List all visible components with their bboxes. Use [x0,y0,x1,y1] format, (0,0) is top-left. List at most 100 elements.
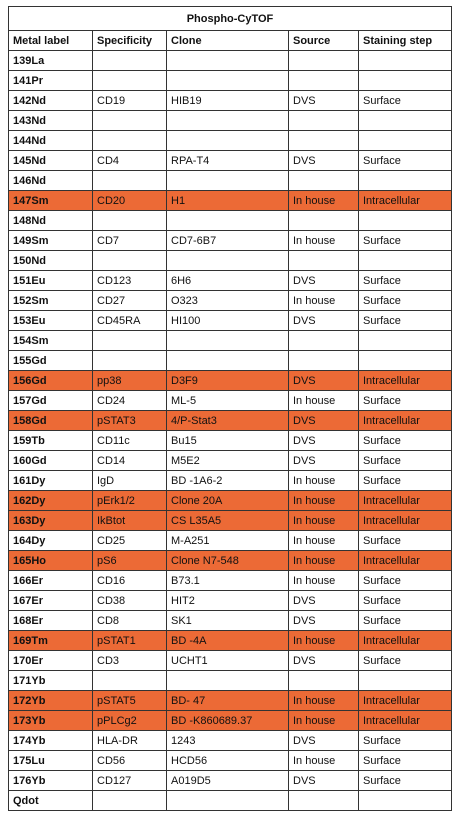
table-cell: DVS [288,310,359,331]
table-cell: In house [288,390,359,411]
table-row: 154Sm [8,330,452,351]
metal-label: 158Gd [8,410,93,431]
table-cell [358,130,452,151]
table-cell: CD14 [92,450,167,471]
table-cell: In house [288,290,359,311]
table-cell: In house [288,510,359,531]
metal-label: 160Gd [8,450,93,471]
table-cell: DVS [288,730,359,751]
table-row: 164Dy CD25 M-A251 In house Surface [8,530,452,551]
table-cell: HI100 [166,310,289,331]
table-cell: pSTAT1 [92,630,167,651]
table-cell: DVS [288,450,359,471]
metal-label: 150Nd [8,250,93,271]
table-cell: ML-5 [166,390,289,411]
table-cell: H1 [166,190,289,211]
table-row: 167Er CD38 HIT2 DVS Surface [8,590,452,611]
table-cell: Surface [358,470,452,491]
table-row: 163Dy IkBtot CS L35A5 In house Intracellular [8,510,452,531]
table-cell: RPA-T4 [166,150,289,171]
column-header: Clone [166,30,289,51]
table-cell [358,670,452,691]
table-cell: DVS [288,430,359,451]
column-header: Staining step [358,30,452,51]
table-cell [92,50,167,71]
table-cell: DVS [288,650,359,671]
metal-label: 147Sm [8,190,93,211]
table-cell: Intracellular [358,690,452,711]
table-cell: Surface [358,590,452,611]
table-cell: HCD56 [166,750,289,771]
table-cell: UCHT1 [166,650,289,671]
table-cell: SK1 [166,610,289,631]
table-cell [166,50,289,71]
table-cell: IgD [92,470,167,491]
table-row: 150Nd [8,250,452,271]
table-cell: Surface [358,770,452,791]
table-cell: Clone N7-548 [166,550,289,571]
table-cell: CD45RA [92,310,167,331]
table-cell [166,70,289,91]
table-cell [92,170,167,191]
table-cell: Surface [358,290,452,311]
table-row: 158Gd pSTAT3 4/P-Stat3 DVS Intracellular [8,410,452,431]
table-cell [358,790,452,811]
metal-label: 141Pr [8,70,93,91]
table-cell: In house [288,710,359,731]
table-cell [166,110,289,131]
table-cell [166,670,289,691]
table-row: 168Er CD8 SK1 DVS Surface [8,610,452,631]
metal-label: 139La [8,50,93,71]
table-cell [358,210,452,231]
table-cell [92,110,167,131]
table-cell: Surface [358,530,452,551]
table-cell: CD16 [92,570,167,591]
table-row: 155Gd [8,350,452,371]
metal-label: 166Er [8,570,93,591]
table-row: 139La [8,50,452,71]
title-row: Phospho-CyTOF [8,6,452,31]
table-body: 139La 141Pr 142Nd CD19 HIB19 DVS Surface 143Nd 1… [8,50,452,811]
table-row: 152Sm CD27 O323 In house Surface [8,290,452,311]
table-cell: Surface [358,750,452,771]
table-cell: B73.1 [166,570,289,591]
table-cell: CD19 [92,90,167,111]
metal-label: 167Er [8,590,93,611]
table-cell [358,170,452,191]
table-cell [288,670,359,691]
header-row: Metal label Specificity Clone Source Stainin… [8,30,452,51]
table-cell: DVS [288,610,359,631]
table-cell: Intracellular [358,190,452,211]
table-cell [92,350,167,371]
table-row: 172Yb pSTAT5 BD- 47 In house Intracellular [8,690,452,711]
table-row: 142Nd CD19 HIB19 DVS Surface [8,90,452,111]
column-header: Source [288,30,359,51]
table-cell: DVS [288,590,359,611]
table-cell: pp38 [92,370,167,391]
table-cell [92,670,167,691]
table-cell: CD123 [92,270,167,291]
table-row: 166Er CD16 B73.1 In house Surface [8,570,452,591]
table-cell: O323 [166,290,289,311]
table-cell: CD25 [92,530,167,551]
table-cell: Surface [358,390,452,411]
table-cell [166,350,289,371]
table-row: 174Yb HLA-DR 1243 DVS Surface [8,730,452,751]
table-cell: In house [288,750,359,771]
table-cell: A019D5 [166,770,289,791]
table-cell: CD11c [92,430,167,451]
metal-label: 176Yb [8,770,93,791]
table-row: 143Nd [8,110,452,131]
metal-label: 172Yb [8,690,93,711]
metal-label: 144Nd [8,130,93,151]
table-cell: BD -1A6-2 [166,470,289,491]
table-cell: pPLCg2 [92,710,167,731]
table-cell [92,790,167,811]
metal-label: 170Er [8,650,93,671]
table-cell: IkBtot [92,510,167,531]
metal-label: 146Nd [8,170,93,191]
antibody-table: Phospho-CyTOF Metal label Specificity Clon… [8,6,452,811]
table-cell: BD -K860689.37 [166,710,289,731]
table-cell: Intracellular [358,550,452,571]
